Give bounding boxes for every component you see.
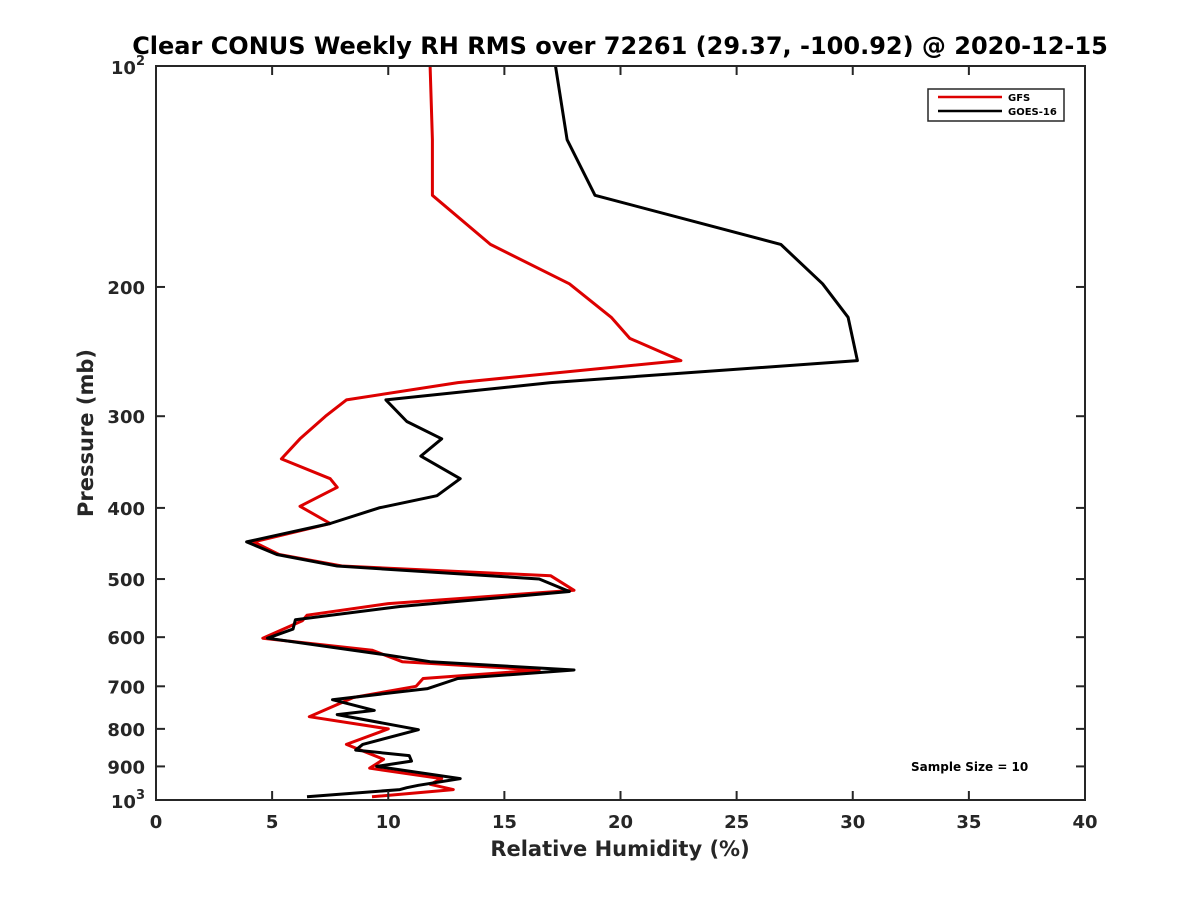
y-tick-label: 700 <box>107 677 145 698</box>
y-bottom-exp: 3 <box>136 788 145 803</box>
y-tick-label: 500 <box>107 570 145 591</box>
y-top-exp: 2 <box>136 54 145 69</box>
y-tick-label: 300 <box>107 407 145 428</box>
x-axis-label: Relative Humidity (%) <box>490 837 749 861</box>
y-axis: 200 300 400 500 600 700 800 900 <box>107 278 1085 778</box>
series-line-goes16 <box>245 65 859 799</box>
x-tick-label: 20 <box>608 812 633 833</box>
sample-size-annotation: Sample Size = 10 <box>911 760 1028 774</box>
legend-label-gfs: GFS <box>1008 93 1030 104</box>
x-tick-label: 35 <box>956 812 981 833</box>
y-tick-label: 600 <box>107 628 145 649</box>
x-tick-label: 10 <box>376 812 401 833</box>
y-tick-label: 900 <box>107 757 145 778</box>
y-tick-label: 200 <box>107 278 145 299</box>
chart-title: Clear CONUS Weekly RH RMS over 72261 (29… <box>132 32 1108 60</box>
x-tick-label: 40 <box>1072 812 1097 833</box>
y-bottom-label: 103 <box>111 788 145 813</box>
series-line-gfs <box>252 65 683 799</box>
x-tick-label: 15 <box>492 812 517 833</box>
series-layer <box>245 65 859 799</box>
x-tick-label: 5 <box>266 812 279 833</box>
legend-label-goes16: GOES-16 <box>1008 107 1057 118</box>
x-tick-label: 0 <box>150 812 163 833</box>
y-bottom-base: 10 <box>111 792 136 813</box>
y-axis-label: Pressure (mb) <box>74 349 98 517</box>
x-axis: 0 5 10 15 20 25 30 35 40 <box>150 66 1098 833</box>
y-top-label: 102 <box>111 54 145 79</box>
plot-frame <box>155 65 1086 801</box>
y-top-base: 10 <box>111 58 136 79</box>
legend-box <box>927 88 1065 122</box>
y-tick-label: 800 <box>107 720 145 741</box>
y-tick-label: 400 <box>107 499 145 520</box>
x-tick-label: 25 <box>724 812 749 833</box>
x-tick-label: 30 <box>840 812 865 833</box>
legend: GFS GOES-16 <box>927 88 1065 122</box>
